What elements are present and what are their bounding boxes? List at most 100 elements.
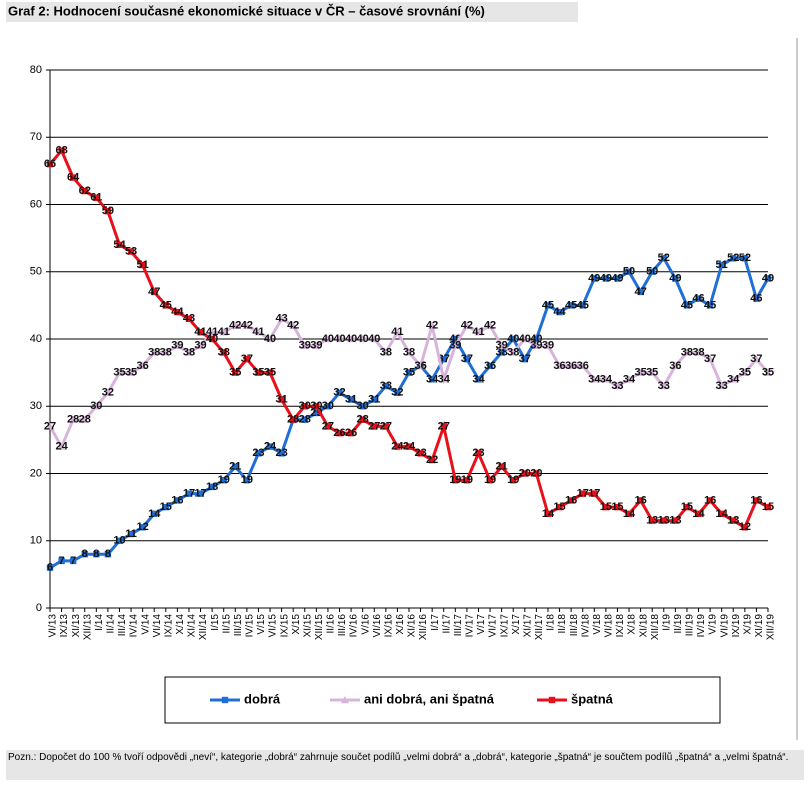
data-label: 39 <box>310 340 322 352</box>
x-tick-label: XI/18 <box>638 614 649 638</box>
data-label: 26 <box>333 427 345 439</box>
data-label: 39 <box>299 340 311 352</box>
data-label: 13 <box>646 514 658 526</box>
x-tick-label: XII/15 <box>314 614 325 641</box>
x-tick-label: X/14 <box>175 614 186 635</box>
x-tick-label: IX/14 <box>163 614 174 638</box>
point <box>301 403 308 410</box>
point <box>706 497 714 504</box>
point <box>394 389 401 396</box>
point <box>636 368 645 376</box>
data-label: 39 <box>171 340 183 352</box>
point <box>475 450 482 457</box>
data-label: 39 <box>496 340 508 352</box>
point <box>185 490 193 497</box>
data-label: 19 <box>449 474 461 486</box>
data-label: 16 <box>565 494 577 506</box>
point <box>764 368 772 376</box>
point <box>543 341 552 349</box>
data-label: 15 <box>762 501 774 513</box>
data-label: 34 <box>600 373 613 385</box>
point <box>221 696 229 704</box>
x-tick-label: III/18 <box>569 614 580 637</box>
x-tick-label: XI/13 <box>71 614 82 638</box>
point <box>637 497 644 504</box>
data-label: 17 <box>588 488 600 500</box>
x-tick-label: V/15 <box>256 614 267 635</box>
x-tick-label: XI/17 <box>522 614 533 638</box>
x-tick-label: V/19 <box>708 614 719 635</box>
point <box>544 510 552 518</box>
data-label: 19 <box>461 474 473 486</box>
point <box>695 295 702 302</box>
data-label: 42 <box>241 319 253 331</box>
data-label: 43 <box>275 313 287 325</box>
data-label: 28 <box>287 414 299 426</box>
data-label: 19 <box>218 474 230 486</box>
data-label: 30 <box>357 400 369 412</box>
data-label: 42 <box>287 319 299 331</box>
point <box>196 341 205 349</box>
data-label: 18 <box>206 481 218 493</box>
x-tick-label: III/15 <box>233 614 244 637</box>
point <box>682 348 691 356</box>
data-label: 16 <box>704 494 716 506</box>
data-label: 35 <box>113 367 125 379</box>
data-label: 36 <box>484 360 496 372</box>
data-label: 8 <box>93 548 99 560</box>
point <box>602 503 610 511</box>
x-tick-label: I/19 <box>661 614 672 631</box>
data-label: 24 <box>55 441 68 453</box>
point <box>313 409 320 417</box>
point <box>695 510 702 518</box>
data-label: 38 <box>681 346 693 358</box>
data-label: 42 <box>426 319 438 331</box>
data-label: 24 <box>391 441 404 453</box>
y-tick-label: 40 <box>30 333 42 345</box>
point <box>58 557 65 565</box>
point <box>266 369 274 376</box>
data-label: 37 <box>461 353 473 365</box>
data-label: 39 <box>194 340 206 352</box>
x-tick-label: XI/15 <box>302 614 313 638</box>
point <box>232 463 239 470</box>
data-label: 35 <box>264 367 276 379</box>
x-tick-label: XI/16 <box>407 614 418 638</box>
point <box>46 422 54 430</box>
point <box>428 456 436 464</box>
data-label: 28 <box>357 414 369 426</box>
point <box>741 524 749 531</box>
point <box>533 335 540 343</box>
data-label: 23 <box>275 447 287 459</box>
data-label: 40 <box>519 333 531 345</box>
data-label: 42 <box>484 319 496 331</box>
data-label: 36 <box>669 360 681 372</box>
data-label: 36 <box>565 360 577 372</box>
y-tick-label: 10 <box>30 535 42 547</box>
y-tick-label: 70 <box>30 131 42 143</box>
data-label: 45 <box>577 299 589 311</box>
point <box>752 355 761 363</box>
point <box>614 503 621 511</box>
point <box>197 329 204 336</box>
point <box>341 696 349 704</box>
point <box>359 403 366 410</box>
data-label: 39 <box>530 340 542 352</box>
x-tick-label: X/15 <box>291 614 302 635</box>
data-label: 28 <box>79 414 91 426</box>
point <box>266 335 275 343</box>
data-label: 31 <box>345 393 357 405</box>
point <box>521 355 529 363</box>
data-label: 36 <box>137 360 149 372</box>
data-label: 40 <box>345 333 357 345</box>
point <box>323 335 332 343</box>
point <box>370 335 379 343</box>
data-label: 33 <box>658 380 670 392</box>
data-label: 38 <box>380 346 392 358</box>
point <box>416 361 425 370</box>
point <box>567 361 576 370</box>
data-label: 35 <box>762 367 774 379</box>
x-tick-label: XII/19 <box>766 614 777 641</box>
data-label: 53 <box>125 245 137 257</box>
point <box>104 551 112 558</box>
